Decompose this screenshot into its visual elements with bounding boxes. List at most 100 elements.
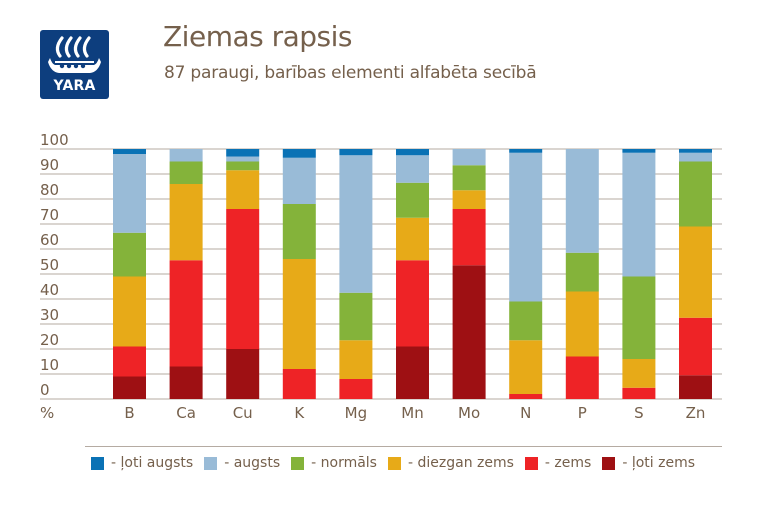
- bar-segment-zems-mg: [339, 379, 373, 399]
- bar-segment-augsts-cu: [226, 156, 260, 162]
- bar-segment-normals-k: [282, 204, 316, 259]
- bar-segment-loti_zems-mo: [452, 265, 486, 399]
- legend-swatch: [204, 456, 218, 470]
- y-tick-label: 30: [40, 306, 59, 324]
- bar-segment-loti_zems-zn: [679, 375, 712, 399]
- legend: - ļoti augsts - augsts - normāls - diezgan …: [91, 455, 706, 471]
- bar-stack-mg: [339, 149, 373, 399]
- logo-text: YARA: [53, 78, 96, 94]
- bar-stack-b: [113, 149, 146, 399]
- legend-separator: [85, 446, 722, 447]
- legend-swatch: [387, 456, 401, 470]
- bar-segment-normals-p: [565, 252, 599, 292]
- bar-segment-normals-n: [509, 301, 543, 341]
- legend-item: - normāls: [291, 455, 377, 471]
- bar-segment-augsts-s: [622, 152, 656, 277]
- bar-segment-loti_augsts-k: [282, 149, 316, 158]
- bar-segment-loti_zems-cu: [226, 349, 260, 399]
- y-tick-label: 0: [40, 381, 50, 399]
- x-tick-label: N: [520, 404, 531, 422]
- bar-segment-loti_augsts-mg: [339, 149, 373, 156]
- bar-segment-normals-mn: [396, 182, 429, 218]
- bar-segment-augsts-zn: [679, 152, 712, 162]
- y-tick-label: 70: [40, 206, 59, 224]
- viking-ship-icon: [48, 36, 101, 73]
- bar-segment-diezgan_zems-cu: [226, 170, 260, 209]
- x-tick-label: Cu: [233, 404, 253, 422]
- bar-segment-zems-ca: [169, 260, 203, 367]
- bar-segment-zems-mn: [396, 260, 429, 347]
- bar-segment-augsts-mg: [339, 155, 373, 293]
- y-tick-label: 50: [40, 256, 59, 274]
- bar-segment-normals-s: [622, 276, 656, 359]
- bar-stack-cu: [226, 149, 260, 399]
- x-tick-label: P: [578, 404, 587, 422]
- legend-label: - zems: [544, 455, 592, 471]
- bar-segment-loti_zems-ca: [169, 366, 203, 399]
- y-tick-label: 20: [40, 331, 59, 349]
- bar-segment-zems-s: [622, 387, 656, 399]
- bar-segment-augsts-mn: [396, 155, 429, 183]
- grid-layer: [40, 148, 722, 400]
- bar-stack-s: [622, 149, 656, 399]
- x-tick-label: S: [634, 404, 644, 422]
- x-tick-label: Mn: [401, 404, 423, 422]
- legend-item: - ļoti augsts: [91, 455, 193, 471]
- bar-stack-mo: [452, 149, 486, 399]
- bar-segment-loti_augsts-s: [622, 149, 656, 153]
- y-tick-label: 60: [40, 231, 59, 249]
- bar-segment-augsts-k: [282, 157, 316, 204]
- bar-segment-zems-zn: [679, 317, 712, 376]
- x-axis-ticks: B Ca Cu K Mg Mn Mo N P S Zn: [124, 404, 705, 422]
- bar-segment-normals-mo: [452, 165, 486, 191]
- bar-segment-loti_augsts-n: [509, 149, 543, 153]
- bar-segment-diezgan_zems-k: [282, 259, 316, 369]
- y-tick-label: 100: [40, 131, 69, 149]
- bar-segment-zems-k: [282, 369, 316, 399]
- bar-segment-loti_augsts-mn: [396, 149, 429, 156]
- bar-stack-mn: [396, 149, 429, 399]
- bar-stack-p: [565, 149, 599, 399]
- legend-swatch: [91, 456, 104, 470]
- legend-label: - diezgan zems: [407, 455, 514, 471]
- legend-item: - diezgan zems: [387, 455, 514, 471]
- bar-segment-normals-mg: [339, 292, 373, 341]
- bar-segment-diezgan_zems-b: [113, 276, 146, 347]
- legend-label: - ļoti augsts: [111, 455, 194, 471]
- bar-segment-loti_augsts-cu: [226, 149, 260, 157]
- bar-segment-zems-mo: [452, 209, 486, 266]
- bar-segment-zems-n: [509, 394, 543, 399]
- y-tick-label: 90: [40, 156, 59, 174]
- bar-segment-diezgan_zems-mo: [452, 190, 486, 209]
- bar-segment-diezgan_zems-ca: [169, 184, 203, 261]
- bar-segment-augsts-n: [509, 152, 543, 302]
- bar-segment-loti_augsts-b: [113, 149, 146, 154]
- bar-segment-loti_zems-b: [113, 376, 146, 399]
- legend-swatch: [602, 456, 616, 470]
- bar-segment-loti_zems-mn: [396, 346, 429, 399]
- bar-segment-loti_augsts-zn: [679, 149, 712, 153]
- legend-item: - ļoti zems: [602, 455, 695, 471]
- bar-segment-augsts-mo: [452, 149, 486, 166]
- y-tick-label: 10: [40, 356, 59, 374]
- bar-segment-normals-b: [113, 232, 146, 277]
- legend-item: - zems: [524, 455, 592, 471]
- x-tick-label: Ca: [176, 404, 196, 422]
- bars-layer: [113, 149, 712, 399]
- legend-label: - ļoti zems: [622, 455, 696, 471]
- bar-segment-augsts-p: [565, 149, 599, 253]
- chart-subtitle: 87 paraugi, barības elementi alfabēta se…: [164, 63, 537, 83]
- legend-item: - augsts: [204, 455, 280, 471]
- bar-segment-zems-p: [565, 356, 599, 399]
- bar-segment-normals-zn: [679, 161, 712, 227]
- bar-stack-n: [509, 149, 543, 399]
- x-tick-label: Mo: [458, 404, 480, 422]
- x-tick-label: K: [294, 404, 305, 422]
- yara-logo: YARA: [40, 30, 109, 99]
- x-tick-label: B: [124, 404, 134, 422]
- bar-segment-zems-b: [113, 346, 146, 377]
- bar-segment-diezgan_zems-zn: [679, 226, 712, 318]
- y-tick-label: 40: [40, 281, 59, 299]
- bar-segment-diezgan_zems-mn: [396, 217, 429, 261]
